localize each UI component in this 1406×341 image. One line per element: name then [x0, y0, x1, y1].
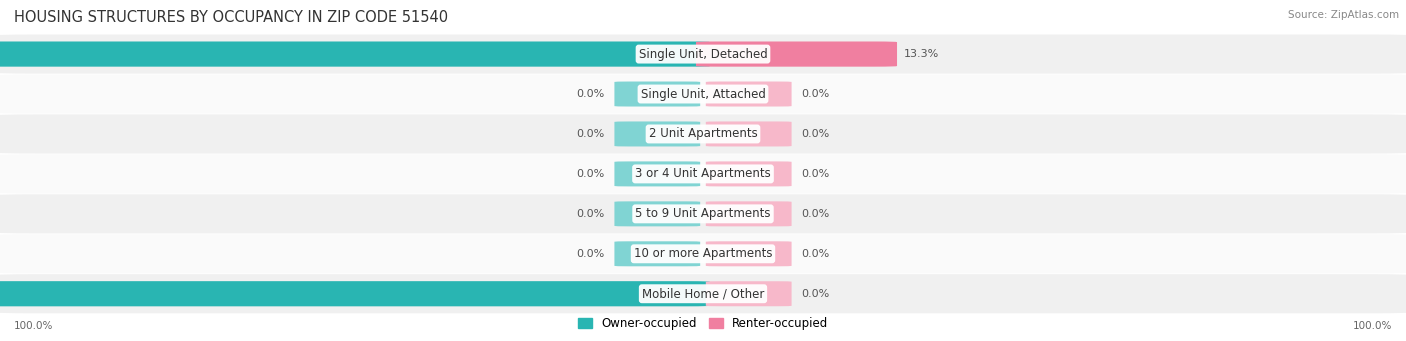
- FancyBboxPatch shape: [706, 161, 792, 187]
- Text: 0.0%: 0.0%: [801, 89, 830, 99]
- Text: 0.0%: 0.0%: [801, 209, 830, 219]
- Text: 3 or 4 Unit Apartments: 3 or 4 Unit Apartments: [636, 167, 770, 180]
- Text: 0.0%: 0.0%: [576, 209, 605, 219]
- Text: 10 or more Apartments: 10 or more Apartments: [634, 247, 772, 260]
- FancyBboxPatch shape: [0, 74, 1406, 114]
- Text: 0.0%: 0.0%: [801, 129, 830, 139]
- Text: Single Unit, Detached: Single Unit, Detached: [638, 48, 768, 61]
- Text: 0.0%: 0.0%: [801, 169, 830, 179]
- Legend: Owner-occupied, Renter-occupied: Owner-occupied, Renter-occupied: [572, 313, 834, 335]
- Text: 100.0%: 100.0%: [1353, 321, 1392, 331]
- Text: 100.0%: 100.0%: [14, 321, 53, 331]
- FancyBboxPatch shape: [0, 281, 710, 306]
- Text: 0.0%: 0.0%: [576, 129, 605, 139]
- FancyBboxPatch shape: [614, 121, 700, 147]
- FancyBboxPatch shape: [614, 161, 700, 187]
- Text: 5 to 9 Unit Apartments: 5 to 9 Unit Apartments: [636, 207, 770, 220]
- Text: HOUSING STRUCTURES BY OCCUPANCY IN ZIP CODE 51540: HOUSING STRUCTURES BY OCCUPANCY IN ZIP C…: [14, 10, 449, 25]
- Text: Source: ZipAtlas.com: Source: ZipAtlas.com: [1288, 10, 1399, 20]
- FancyBboxPatch shape: [706, 281, 792, 306]
- Text: 0.0%: 0.0%: [576, 169, 605, 179]
- Text: 0.0%: 0.0%: [801, 249, 830, 259]
- FancyBboxPatch shape: [706, 201, 792, 226]
- FancyBboxPatch shape: [0, 42, 710, 66]
- FancyBboxPatch shape: [706, 241, 792, 266]
- FancyBboxPatch shape: [614, 241, 700, 266]
- FancyBboxPatch shape: [696, 42, 897, 66]
- FancyBboxPatch shape: [0, 274, 1406, 313]
- FancyBboxPatch shape: [706, 121, 792, 147]
- Text: 0.0%: 0.0%: [576, 249, 605, 259]
- FancyBboxPatch shape: [614, 81, 700, 106]
- Text: 0.0%: 0.0%: [801, 289, 830, 299]
- FancyBboxPatch shape: [0, 34, 1406, 74]
- Text: 2 Unit Apartments: 2 Unit Apartments: [648, 128, 758, 140]
- FancyBboxPatch shape: [0, 234, 1406, 273]
- Text: 0.0%: 0.0%: [576, 89, 605, 99]
- FancyBboxPatch shape: [614, 201, 700, 226]
- Text: Single Unit, Attached: Single Unit, Attached: [641, 88, 765, 101]
- FancyBboxPatch shape: [706, 81, 792, 106]
- Text: 13.3%: 13.3%: [904, 49, 939, 59]
- Text: Mobile Home / Other: Mobile Home / Other: [641, 287, 765, 300]
- FancyBboxPatch shape: [0, 114, 1406, 153]
- FancyBboxPatch shape: [0, 194, 1406, 234]
- FancyBboxPatch shape: [0, 154, 1406, 193]
